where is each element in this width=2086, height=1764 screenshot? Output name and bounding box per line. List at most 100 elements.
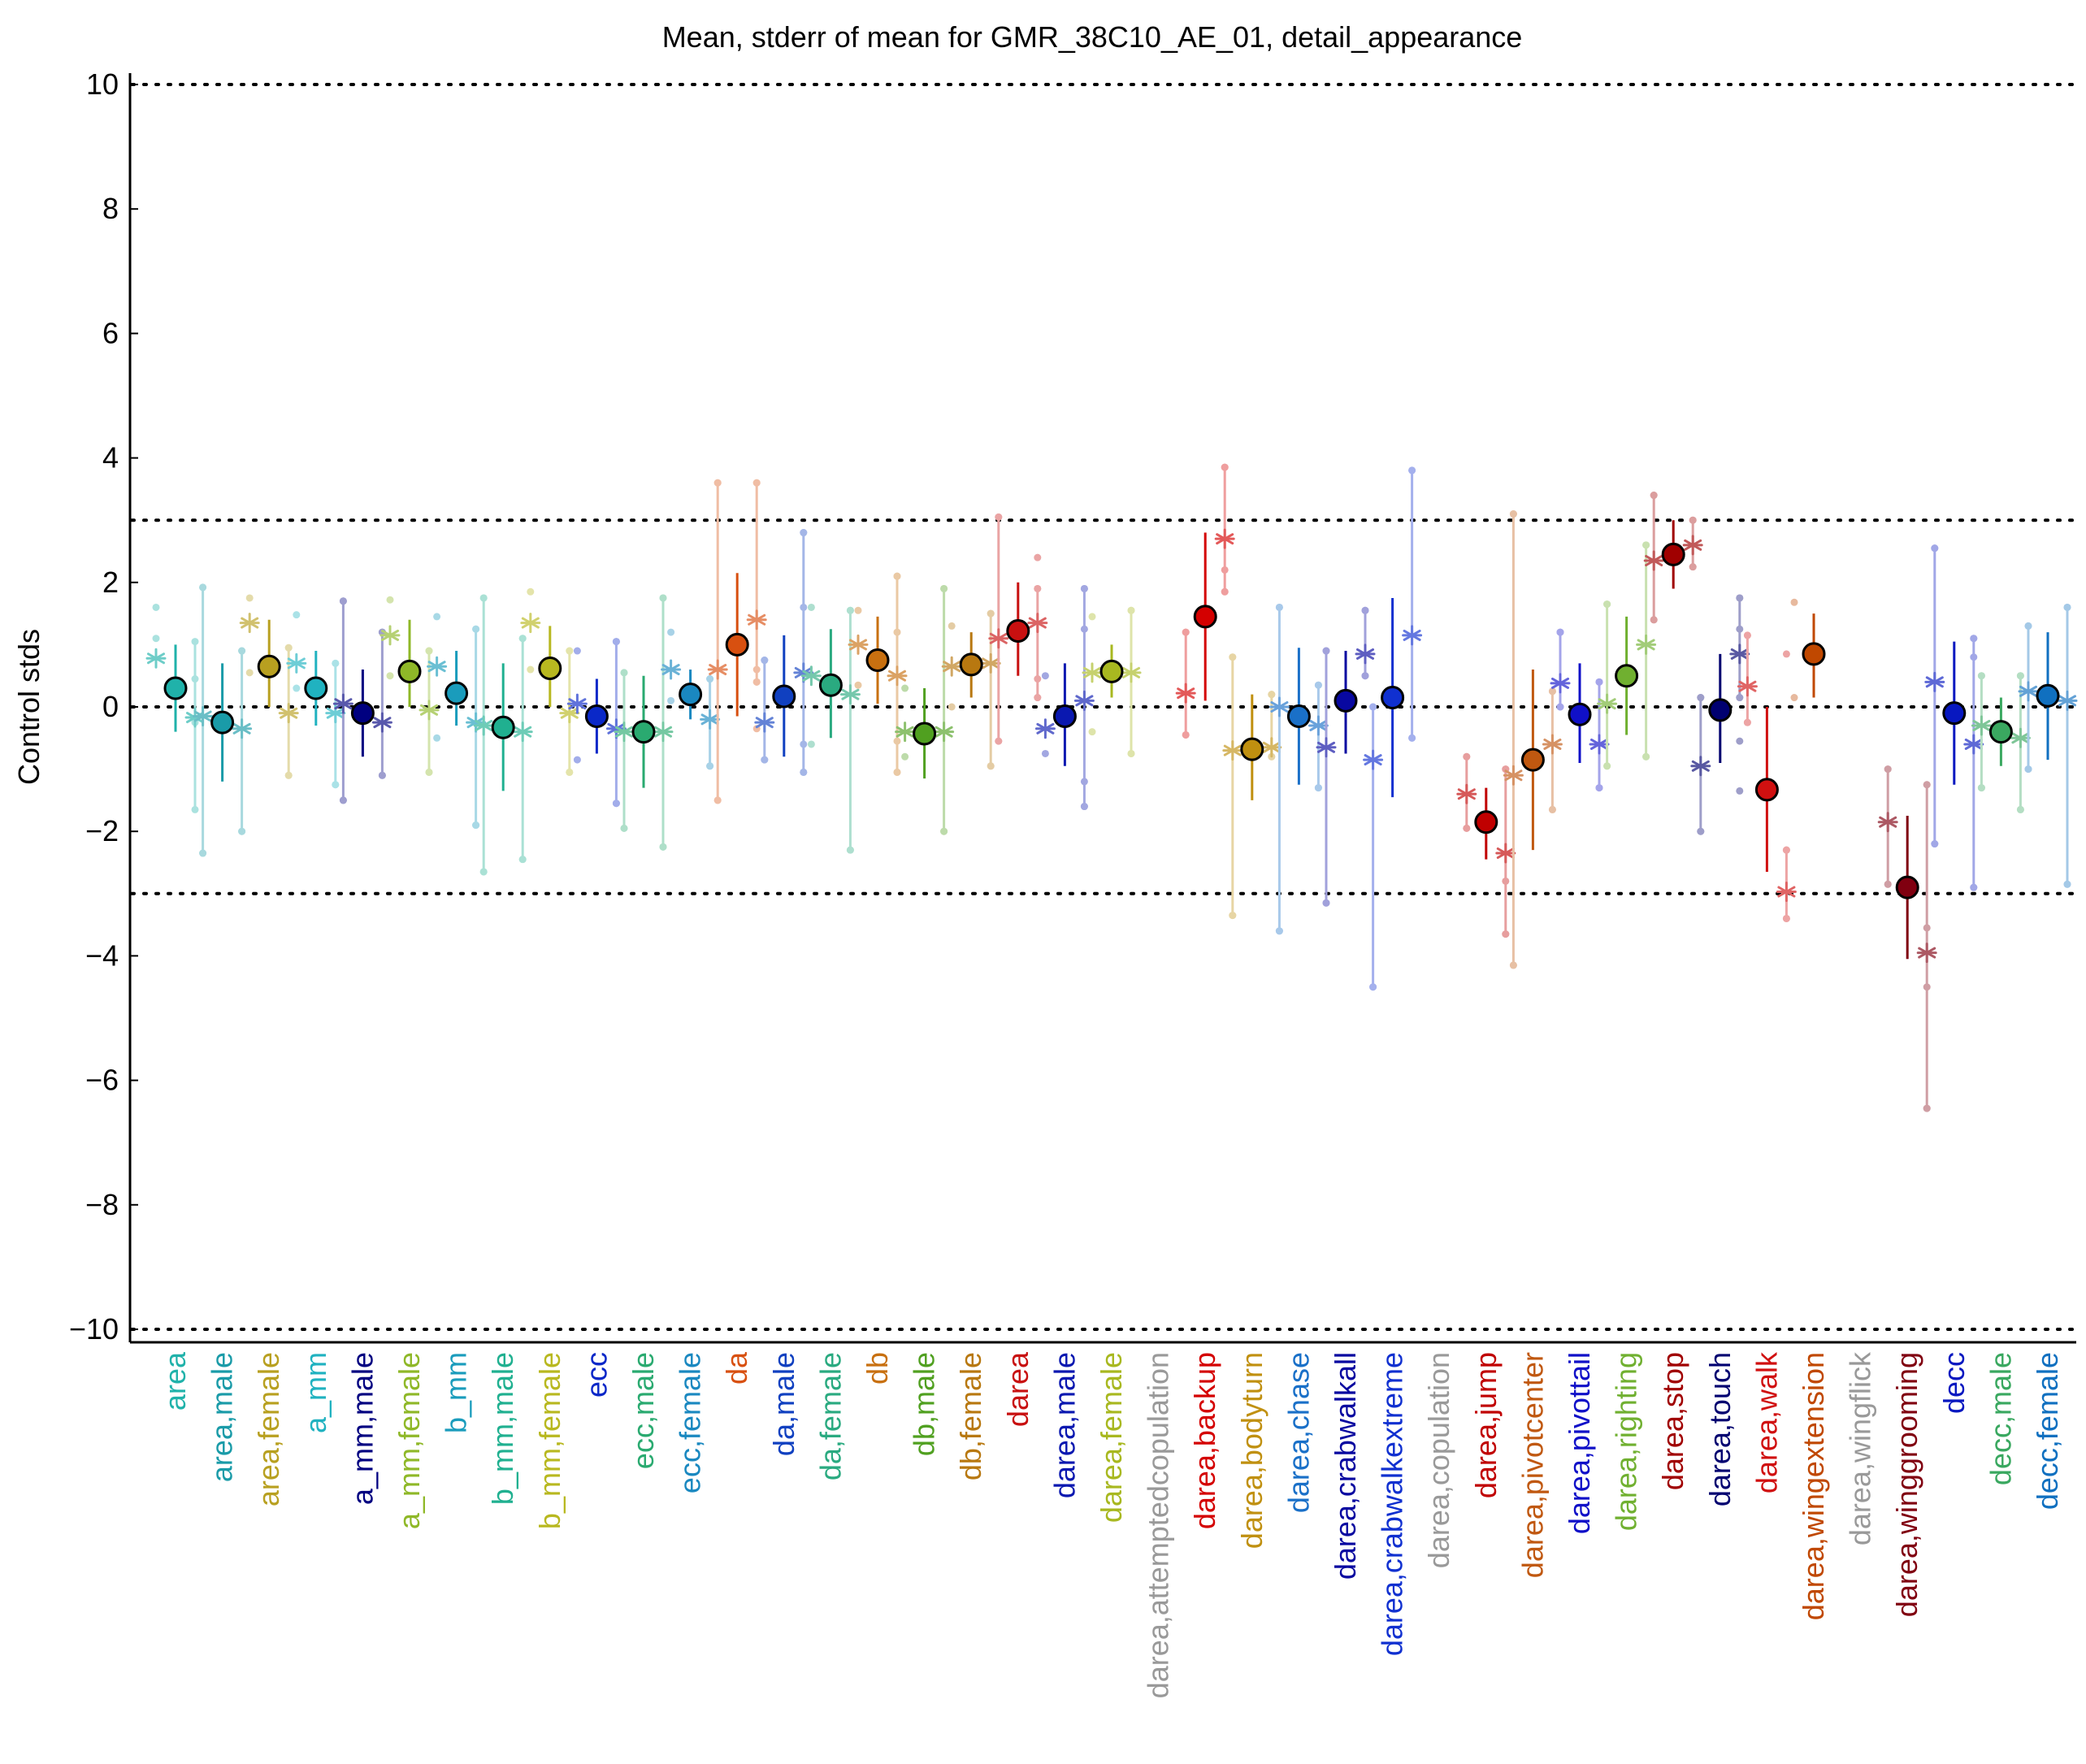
sample-dot [995, 513, 1003, 521]
star-marker [1027, 613, 1048, 634]
sample-dot [1182, 730, 1190, 739]
star-marker [980, 652, 1001, 674]
sample-dot [191, 805, 199, 813]
star-marker [1073, 690, 1095, 711]
sample-dot [2063, 880, 2071, 888]
y-tick-label: −8 [85, 1188, 119, 1221]
sample-dot [1221, 587, 1229, 596]
sample-dot [518, 856, 527, 864]
sample-dot [1314, 784, 1322, 792]
sample-dot [948, 703, 956, 711]
x-tick-label: da,male [767, 1352, 800, 1456]
category-group [754, 529, 814, 776]
star-marker [1503, 765, 1524, 786]
star-marker [1682, 535, 1703, 556]
category-group [1175, 463, 1235, 739]
sample-dot [472, 821, 480, 830]
category-group [1690, 594, 1750, 835]
sample-dot [566, 768, 574, 776]
star-marker [1308, 715, 1329, 736]
sample-dot [433, 734, 441, 742]
sample-dot [1782, 650, 1790, 658]
mean-marker [1520, 748, 1545, 772]
sample-dot [854, 606, 862, 614]
mean-marker [445, 681, 469, 705]
sample-dot [1790, 694, 1798, 702]
mean-marker [1474, 810, 1498, 834]
sample-dot [2063, 603, 2071, 611]
star-marker [1737, 676, 1758, 697]
category-group [332, 597, 392, 804]
y-tick-label: 4 [102, 441, 119, 475]
sample-dot [752, 678, 761, 686]
x-tick-label: darea,touch [1703, 1352, 1737, 1506]
x-tick-label: darea,wingflick [1844, 1351, 1877, 1545]
x-tick-labels: area area,male area,female a_mm a_mm,male a_m… [158, 1351, 2064, 1698]
sample-dot [1743, 718, 1751, 726]
sample-dot [518, 635, 527, 643]
sample-dot [667, 628, 675, 636]
mean-marker [538, 657, 562, 681]
category-group [988, 513, 1048, 745]
mean-marker [1240, 737, 1264, 761]
mean-marker [679, 683, 703, 707]
category-group [520, 587, 580, 776]
mean-marker [865, 648, 890, 673]
sample-dot [1229, 912, 1237, 920]
category-group [1790, 598, 1826, 702]
reference-lines [130, 83, 2078, 1331]
sample-dot [1408, 734, 1416, 742]
sample-dot [761, 756, 769, 764]
mean-marker [1099, 659, 1124, 683]
sample-dot [893, 768, 901, 776]
sample-dot [893, 572, 901, 580]
sample-dot [1931, 840, 1939, 848]
star-marker [193, 705, 214, 726]
sample-dot [433, 613, 441, 621]
sample-dot [612, 800, 620, 808]
sample-dot [1041, 749, 1049, 757]
sample-dot [1322, 647, 1330, 655]
x-tick-label: darea,pivotcenter [1516, 1352, 1549, 1578]
sample-dot [1736, 694, 1744, 702]
sample-dot [1041, 672, 1049, 680]
sample-dot [713, 479, 722, 487]
category-group [1269, 603, 1329, 935]
sample-dot [199, 583, 207, 592]
x-tick-label: b_mm,male [486, 1352, 519, 1505]
sample-dot [1548, 687, 1556, 696]
sample-dot [378, 771, 386, 779]
category-group [193, 583, 253, 857]
x-tick-label: darea,attemptedcopulation [1142, 1352, 1175, 1698]
star-marker [754, 712, 775, 733]
sample-dot [1369, 983, 1377, 991]
star-marker [2010, 727, 2031, 748]
x-tick-label: darea,backup [1188, 1352, 1221, 1529]
x-tick-label: decc,male [1984, 1352, 2017, 1485]
sample-dot [339, 796, 347, 804]
sample-dot [659, 843, 667, 851]
star-marker [379, 625, 401, 646]
sample-dot [987, 609, 995, 618]
sample-dot [332, 659, 340, 667]
sample-dot [284, 644, 293, 652]
x-tick-label: darea,crabwalkall [1329, 1352, 1362, 1580]
sample-dot [1970, 635, 1978, 643]
star-marker [1269, 696, 1290, 717]
sample-dot [527, 587, 535, 596]
sample-dot [800, 768, 808, 776]
mean-marker [257, 654, 281, 678]
sample-dot [659, 594, 667, 602]
sample-dot [1361, 672, 1369, 680]
sample-dot [901, 684, 909, 692]
sample-dot [1884, 880, 1892, 888]
sample-dot [761, 657, 769, 665]
star-marker [848, 634, 869, 655]
sample-dot [1369, 703, 1377, 711]
sample-dot [1736, 787, 1744, 795]
sample-dot [1463, 824, 1471, 832]
category-group [1222, 653, 1282, 920]
category-group [1034, 584, 1095, 811]
sample-dot [425, 768, 433, 776]
sample-dot [1509, 510, 1517, 518]
